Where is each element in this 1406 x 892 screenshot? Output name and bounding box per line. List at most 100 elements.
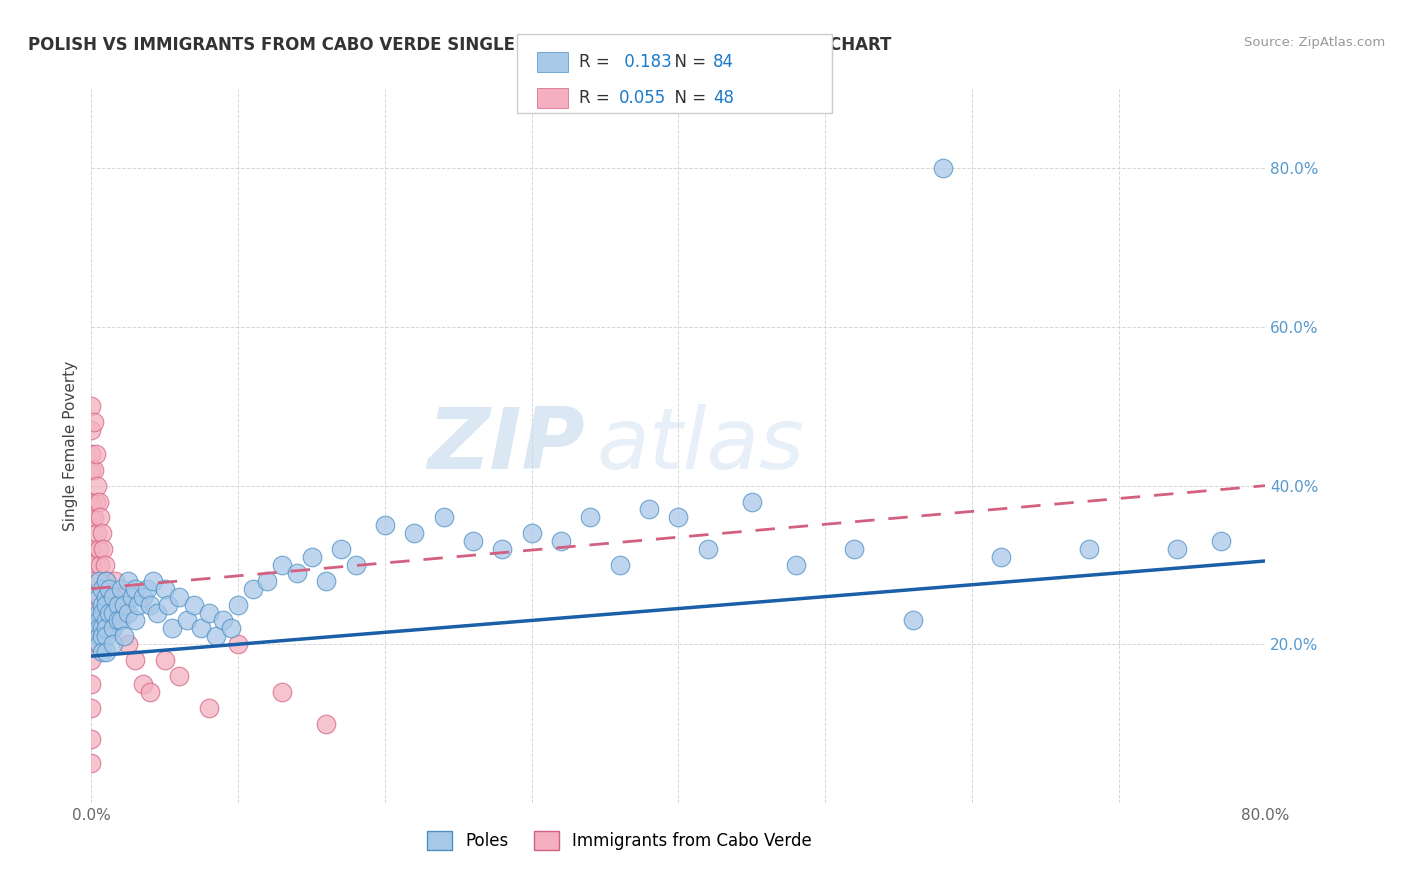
- Text: 0.183: 0.183: [619, 54, 672, 71]
- Point: [117, 637, 139, 651]
- Point: [87, 574, 110, 588]
- Point: [124, 614, 146, 628]
- Point: [1166, 542, 1188, 557]
- Point: [80, 558, 103, 572]
- Point: [696, 542, 718, 557]
- Point: [80, 494, 103, 508]
- Point: [87, 606, 110, 620]
- Point: [80, 423, 103, 437]
- Point: [83, 415, 105, 429]
- Point: [103, 590, 125, 604]
- Point: [146, 606, 169, 620]
- Point: [89, 558, 111, 572]
- Point: [1211, 534, 1233, 549]
- Point: [83, 510, 105, 524]
- Point: [638, 502, 661, 516]
- Point: [124, 653, 146, 667]
- Point: [107, 606, 129, 620]
- Y-axis label: Single Female Poverty: Single Female Poverty: [62, 361, 77, 531]
- Point: [226, 598, 249, 612]
- Point: [315, 716, 337, 731]
- Point: [404, 526, 426, 541]
- Point: [432, 510, 454, 524]
- Point: [94, 629, 117, 643]
- Point: [94, 614, 117, 628]
- Point: [87, 637, 110, 651]
- Text: Source: ZipAtlas.com: Source: ZipAtlas.com: [1244, 36, 1385, 49]
- Point: [80, 756, 103, 771]
- Point: [94, 574, 117, 588]
- Point: [117, 574, 139, 588]
- Point: [86, 478, 108, 492]
- Point: [461, 534, 484, 549]
- Text: N =: N =: [664, 54, 711, 71]
- Text: N =: N =: [664, 89, 711, 107]
- Point: [127, 598, 149, 612]
- Point: [197, 700, 219, 714]
- Point: [80, 463, 103, 477]
- Point: [285, 566, 308, 580]
- Point: [91, 542, 114, 557]
- Point: [169, 590, 191, 604]
- Point: [87, 621, 110, 635]
- Text: 48: 48: [713, 89, 734, 107]
- Point: [94, 590, 117, 604]
- Point: [344, 558, 367, 572]
- Point: [80, 621, 103, 635]
- Point: [103, 637, 125, 651]
- Point: [94, 621, 117, 635]
- Point: [153, 582, 176, 596]
- Point: [87, 614, 110, 628]
- Point: [121, 590, 143, 604]
- Point: [103, 621, 125, 635]
- Legend: Poles, Immigrants from Cabo Verde: Poles, Immigrants from Cabo Verde: [419, 822, 820, 859]
- Point: [271, 685, 294, 699]
- Point: [666, 510, 689, 524]
- Point: [84, 447, 107, 461]
- Point: [103, 606, 125, 620]
- Point: [90, 598, 112, 612]
- Point: [86, 526, 108, 541]
- Point: [609, 558, 631, 572]
- Point: [87, 542, 110, 557]
- Point: [80, 606, 103, 620]
- Point: [197, 606, 219, 620]
- Point: [94, 645, 117, 659]
- Point: [98, 606, 121, 620]
- Point: [80, 447, 103, 461]
- Point: [242, 582, 264, 596]
- Point: [169, 669, 191, 683]
- Point: [80, 653, 103, 667]
- Point: [520, 526, 543, 541]
- Point: [112, 629, 135, 643]
- Point: [93, 558, 115, 572]
- Point: [80, 510, 103, 524]
- Point: [124, 582, 146, 596]
- Point: [80, 732, 103, 747]
- Point: [139, 598, 162, 612]
- Text: atlas: atlas: [596, 404, 804, 488]
- Point: [219, 621, 242, 635]
- Point: [153, 653, 176, 667]
- Point: [132, 590, 155, 604]
- Point: [112, 598, 135, 612]
- Point: [80, 542, 103, 557]
- Point: [110, 582, 132, 596]
- Point: [87, 590, 110, 604]
- Text: POLISH VS IMMIGRANTS FROM CABO VERDE SINGLE FEMALE POVERTY CORRELATION CHART: POLISH VS IMMIGRANTS FROM CABO VERDE SIN…: [28, 36, 891, 54]
- Point: [80, 590, 103, 604]
- Text: 0.055: 0.055: [619, 89, 666, 107]
- Point: [94, 598, 117, 612]
- Point: [117, 606, 139, 620]
- Point: [931, 161, 953, 176]
- Point: [271, 558, 294, 572]
- Point: [550, 534, 572, 549]
- Point: [785, 558, 807, 572]
- Point: [903, 614, 925, 628]
- Point: [183, 598, 205, 612]
- Point: [156, 598, 179, 612]
- Point: [579, 510, 602, 524]
- Text: ZIP: ZIP: [427, 404, 585, 488]
- Point: [90, 582, 112, 596]
- Point: [80, 574, 103, 588]
